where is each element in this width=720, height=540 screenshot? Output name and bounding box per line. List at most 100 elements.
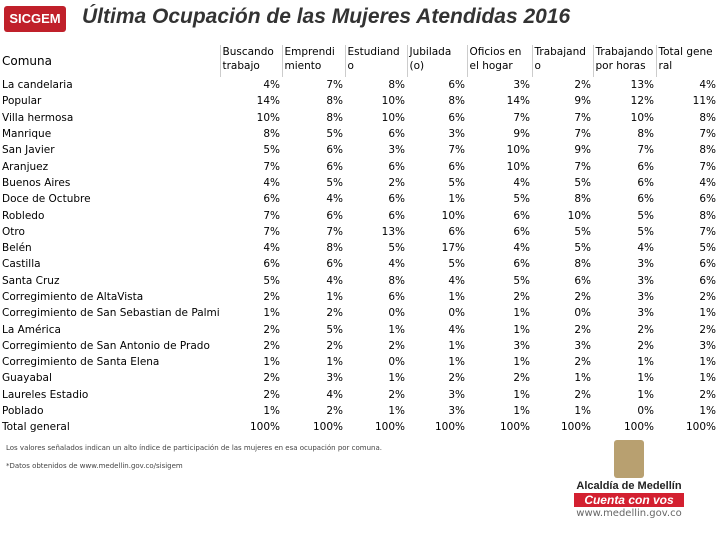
cell: 2% bbox=[388, 388, 405, 401]
cell: Corregimiento de San Sebastian de Palmit… bbox=[2, 307, 220, 320]
row: Poblado 1% 2% 1% 3% 1% 1% 0% 1% bbox=[0, 403, 718, 419]
cell: 11% bbox=[692, 95, 716, 108]
cell: 4% bbox=[326, 193, 343, 206]
cell: 6% bbox=[448, 160, 465, 173]
cell: Popular bbox=[2, 95, 42, 108]
cell: 1% bbox=[448, 339, 465, 352]
cell: 8% bbox=[263, 128, 280, 141]
cell: 5% bbox=[574, 242, 591, 255]
cell: 7% bbox=[637, 144, 654, 157]
cell: 1% bbox=[388, 405, 405, 418]
cell: 1% bbox=[513, 323, 530, 336]
cell: 10% bbox=[630, 111, 654, 124]
cell: 8% bbox=[699, 111, 716, 124]
cell: 1% bbox=[574, 372, 591, 385]
table: Comuna Buscando trabajo Emprendimiento Estu… bbox=[0, 45, 718, 436]
cell: 10% bbox=[506, 160, 530, 173]
cell: Aranjuez bbox=[2, 160, 49, 173]
cell: 6% bbox=[699, 193, 716, 206]
cell: 3% bbox=[574, 339, 591, 352]
cell: 5% bbox=[448, 176, 465, 189]
cell: 0% bbox=[388, 356, 405, 369]
cell: 2% bbox=[448, 372, 465, 385]
cell: 5% bbox=[574, 176, 591, 189]
cell: 10% bbox=[441, 209, 465, 222]
cell: 6% bbox=[388, 128, 405, 141]
cell: Guayabal bbox=[2, 372, 52, 385]
cell: 0% bbox=[388, 307, 405, 320]
cell: 4% bbox=[637, 242, 654, 255]
cell: 6% bbox=[388, 160, 405, 173]
cell: 8% bbox=[326, 111, 343, 124]
cell: 1% bbox=[326, 356, 343, 369]
cell: 7% bbox=[574, 128, 591, 141]
cell: 1% bbox=[326, 291, 343, 303]
cell: 6% bbox=[574, 274, 591, 287]
cell: 7% bbox=[326, 79, 343, 92]
cell: 8% bbox=[637, 128, 654, 141]
cell: Poblado bbox=[2, 405, 44, 418]
cell: La candelaria bbox=[2, 79, 73, 92]
cell: 100% bbox=[560, 421, 591, 434]
logo: SICGEM bbox=[4, 6, 66, 32]
row: Manrique 8% 5% 6% 3% 9% 7% 8% 7% bbox=[0, 126, 718, 142]
cell: 5% bbox=[574, 225, 591, 238]
cell: 1% bbox=[448, 193, 465, 206]
column-header: Trabajando por horas bbox=[592, 45, 656, 77]
cell: 3% bbox=[637, 258, 654, 271]
cell: 1% bbox=[637, 356, 654, 369]
cell: 4% bbox=[448, 274, 465, 287]
row: La candelaria 4% 7% 8% 6% 3% 2% 13% 4% bbox=[0, 77, 718, 93]
cell: 8% bbox=[574, 193, 591, 206]
cell: 8% bbox=[388, 79, 405, 92]
title: Última Ocupación de las Mujeres Atendida… bbox=[82, 5, 571, 28]
note: *Datos obtenidos de www.medellin.gov.co/… bbox=[6, 462, 183, 470]
cell: 1% bbox=[448, 356, 465, 369]
column-header: Jubilada(o) bbox=[406, 45, 467, 77]
row: Corregimiento de San Antonio de Prado 2% 2… bbox=[0, 338, 718, 354]
row: Buenos Aires 4% 5% 2% 5% 4% 5% 6% 4% bbox=[0, 175, 718, 191]
cell: 9% bbox=[513, 128, 530, 141]
cell: 100% bbox=[249, 421, 280, 434]
cell: 100% bbox=[499, 421, 530, 434]
row: Villa hermosa 10% 8% 10% 6% 7% 7% 10% 8% bbox=[0, 110, 718, 126]
cell: 0% bbox=[637, 405, 654, 418]
cell: 1% bbox=[388, 372, 405, 385]
cell: 8% bbox=[699, 209, 716, 222]
cell: 2% bbox=[574, 79, 591, 92]
row: Corregimiento de AltaVista 2% 1% 6% 1% 2% 2% 3%… bbox=[0, 289, 718, 305]
cell: 6% bbox=[388, 209, 405, 222]
cell: 3% bbox=[448, 128, 465, 141]
cell: La América bbox=[2, 323, 61, 336]
cell: 1% bbox=[699, 405, 716, 418]
cell: 3% bbox=[448, 388, 465, 401]
cell: 2% bbox=[513, 291, 530, 303]
column-header: Estudiando bbox=[344, 45, 407, 77]
cell: Doce de Octubre bbox=[2, 193, 91, 206]
cell: 10% bbox=[381, 95, 405, 108]
cell: 13% bbox=[381, 225, 405, 238]
row: Corregimiento de Santa Elena 1% 1% 0% 1% 1% 2%… bbox=[0, 354, 718, 370]
cell: 2% bbox=[574, 388, 591, 401]
cell: Manrique bbox=[2, 128, 52, 141]
cell: 10% bbox=[381, 111, 405, 124]
cell: 7% bbox=[448, 144, 465, 157]
cell: 7% bbox=[513, 111, 530, 124]
cell: 6% bbox=[637, 160, 654, 173]
cell: 5% bbox=[637, 209, 654, 222]
cell: 1% bbox=[263, 307, 280, 320]
cell: 100% bbox=[623, 421, 654, 434]
org: Alcaldía de Medellín bbox=[576, 480, 682, 492]
cell: 3% bbox=[637, 274, 654, 287]
cell: 10% bbox=[256, 111, 280, 124]
cell: 4% bbox=[263, 176, 280, 189]
cell: 1% bbox=[513, 356, 530, 369]
cell: 0% bbox=[448, 307, 465, 320]
cell: 4% bbox=[388, 258, 405, 271]
row: Santa Cruz 5% 4% 8% 4% 5% 6% 3% 6% bbox=[0, 273, 718, 289]
cell: 6% bbox=[699, 258, 716, 271]
row: Guayabal 2% 3% 1% 2% 2% 1% 1% 1% bbox=[0, 370, 718, 386]
cell: 5% bbox=[513, 274, 530, 287]
cell: 1% bbox=[513, 388, 530, 401]
cell: 9% bbox=[574, 95, 591, 108]
